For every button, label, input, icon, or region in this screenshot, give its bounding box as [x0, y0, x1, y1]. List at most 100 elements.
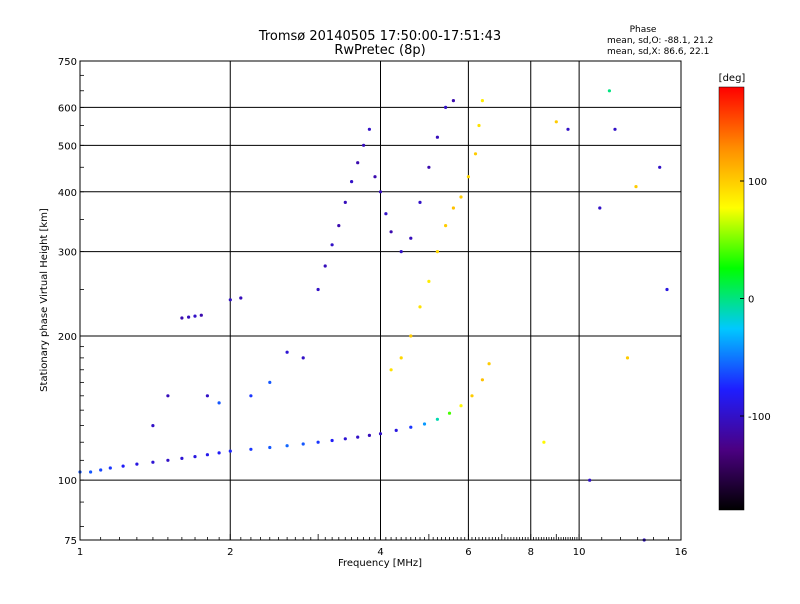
echo-point	[343, 200, 347, 204]
colorbar-tick-label: 100	[748, 177, 767, 188]
echo-point	[356, 435, 360, 439]
echo-point	[356, 161, 360, 165]
echo-point	[350, 180, 354, 184]
echo-point	[378, 432, 383, 436]
echo-point	[384, 212, 388, 216]
echo-point	[285, 350, 289, 354]
echo-point	[418, 200, 422, 204]
echo-point	[480, 99, 484, 103]
echo-point	[418, 305, 422, 309]
y-axis-label: Stationary phase Virtual Height [km]	[39, 208, 50, 392]
echo-point	[422, 422, 427, 426]
echo-point	[228, 298, 232, 302]
echo-point	[180, 456, 184, 460]
echo-point	[323, 264, 327, 268]
echo-point	[166, 394, 170, 398]
echo-point	[316, 287, 320, 292]
echo-point	[316, 440, 320, 444]
echo-point	[337, 224, 341, 228]
echo-point	[435, 250, 439, 254]
echo-point	[566, 127, 570, 131]
y-tick-label: 100	[58, 476, 77, 487]
echo-point	[607, 89, 612, 93]
chart-subtitle: RwPretec (8p)	[334, 43, 425, 58]
y-tick-label: 300	[58, 248, 77, 259]
echo-point	[658, 165, 662, 169]
stats-heading: Phase	[630, 25, 657, 35]
echo-point	[193, 314, 197, 318]
axis-ticks: 1 2 4 6 8 10 16 75 100 200 300 400 500 600 750	[58, 57, 687, 558]
echo-point	[285, 444, 289, 448]
echo-point	[378, 190, 383, 194]
echo-point	[444, 105, 448, 109]
echo-point	[373, 175, 377, 179]
echo-point	[99, 468, 103, 472]
echo-point	[554, 120, 558, 124]
echo-point	[613, 127, 617, 131]
echo-point	[427, 165, 431, 169]
y-tick-label: 75	[64, 536, 77, 547]
stats-x-mode: mean, sd,X: 86.6, 22.1	[607, 47, 709, 57]
echo-point	[389, 368, 393, 372]
echo-point	[409, 334, 413, 338]
echo-point	[228, 449, 232, 453]
data-points	[78, 89, 669, 542]
echo-point	[435, 135, 439, 139]
echo-point	[459, 404, 463, 408]
echo-point	[199, 313, 203, 317]
x-axis-label: Frequency [MHz]	[338, 558, 422, 569]
echo-point	[598, 206, 602, 210]
echo-point	[187, 315, 191, 319]
echo-point	[330, 438, 334, 443]
echo-point	[343, 437, 347, 441]
chart-title: Tromsø 20140505 17:50:00-17:51:43	[258, 29, 501, 44]
echo-point	[444, 224, 448, 228]
echo-point	[389, 230, 393, 234]
echo-point	[466, 175, 470, 179]
echo-point	[151, 424, 155, 428]
echo-point	[217, 401, 221, 405]
colorbar-tick-label: 0	[748, 295, 754, 306]
echo-point	[205, 394, 209, 398]
echo-point	[268, 380, 272, 384]
echo-point	[249, 447, 253, 451]
x-tick-label: 2	[227, 547, 233, 558]
colorbar-ticks: 100 0 -100	[740, 177, 771, 423]
echo-point	[301, 356, 305, 360]
x-tick-label: 10	[573, 547, 586, 558]
echo-point	[367, 433, 371, 437]
echo-point	[180, 316, 184, 320]
echo-point	[470, 394, 474, 398]
y-tick-label: 600	[58, 103, 77, 114]
echo-point	[477, 123, 481, 128]
echo-point	[409, 425, 413, 429]
echo-point	[435, 417, 439, 421]
echo-point	[394, 428, 398, 432]
echo-point	[399, 356, 403, 360]
y-tick-label: 750	[58, 57, 77, 68]
echo-point	[451, 99, 455, 103]
stats-o-mode: mean, sd,O: -88.1, 21.2	[607, 36, 713, 46]
colorbar-label: [deg]	[719, 73, 746, 84]
y-tick-label: 500	[58, 141, 77, 152]
colorbar	[718, 86, 745, 511]
echo-point	[427, 279, 431, 283]
echo-point	[362, 143, 366, 147]
echo-point	[451, 206, 455, 210]
echo-point	[249, 394, 253, 398]
echo-point	[151, 460, 155, 464]
echo-point	[588, 478, 592, 482]
echo-point	[89, 470, 93, 474]
echo-point	[205, 453, 209, 457]
echo-point	[625, 356, 630, 360]
echo-point	[447, 411, 452, 415]
echo-point	[480, 378, 484, 382]
echo-point	[399, 250, 403, 254]
echo-point	[459, 195, 463, 199]
echo-point	[487, 362, 491, 366]
x-tick-label: 1	[77, 547, 83, 558]
echo-point	[301, 442, 305, 446]
echo-point	[193, 455, 197, 459]
x-tick-label: 8	[528, 547, 534, 558]
